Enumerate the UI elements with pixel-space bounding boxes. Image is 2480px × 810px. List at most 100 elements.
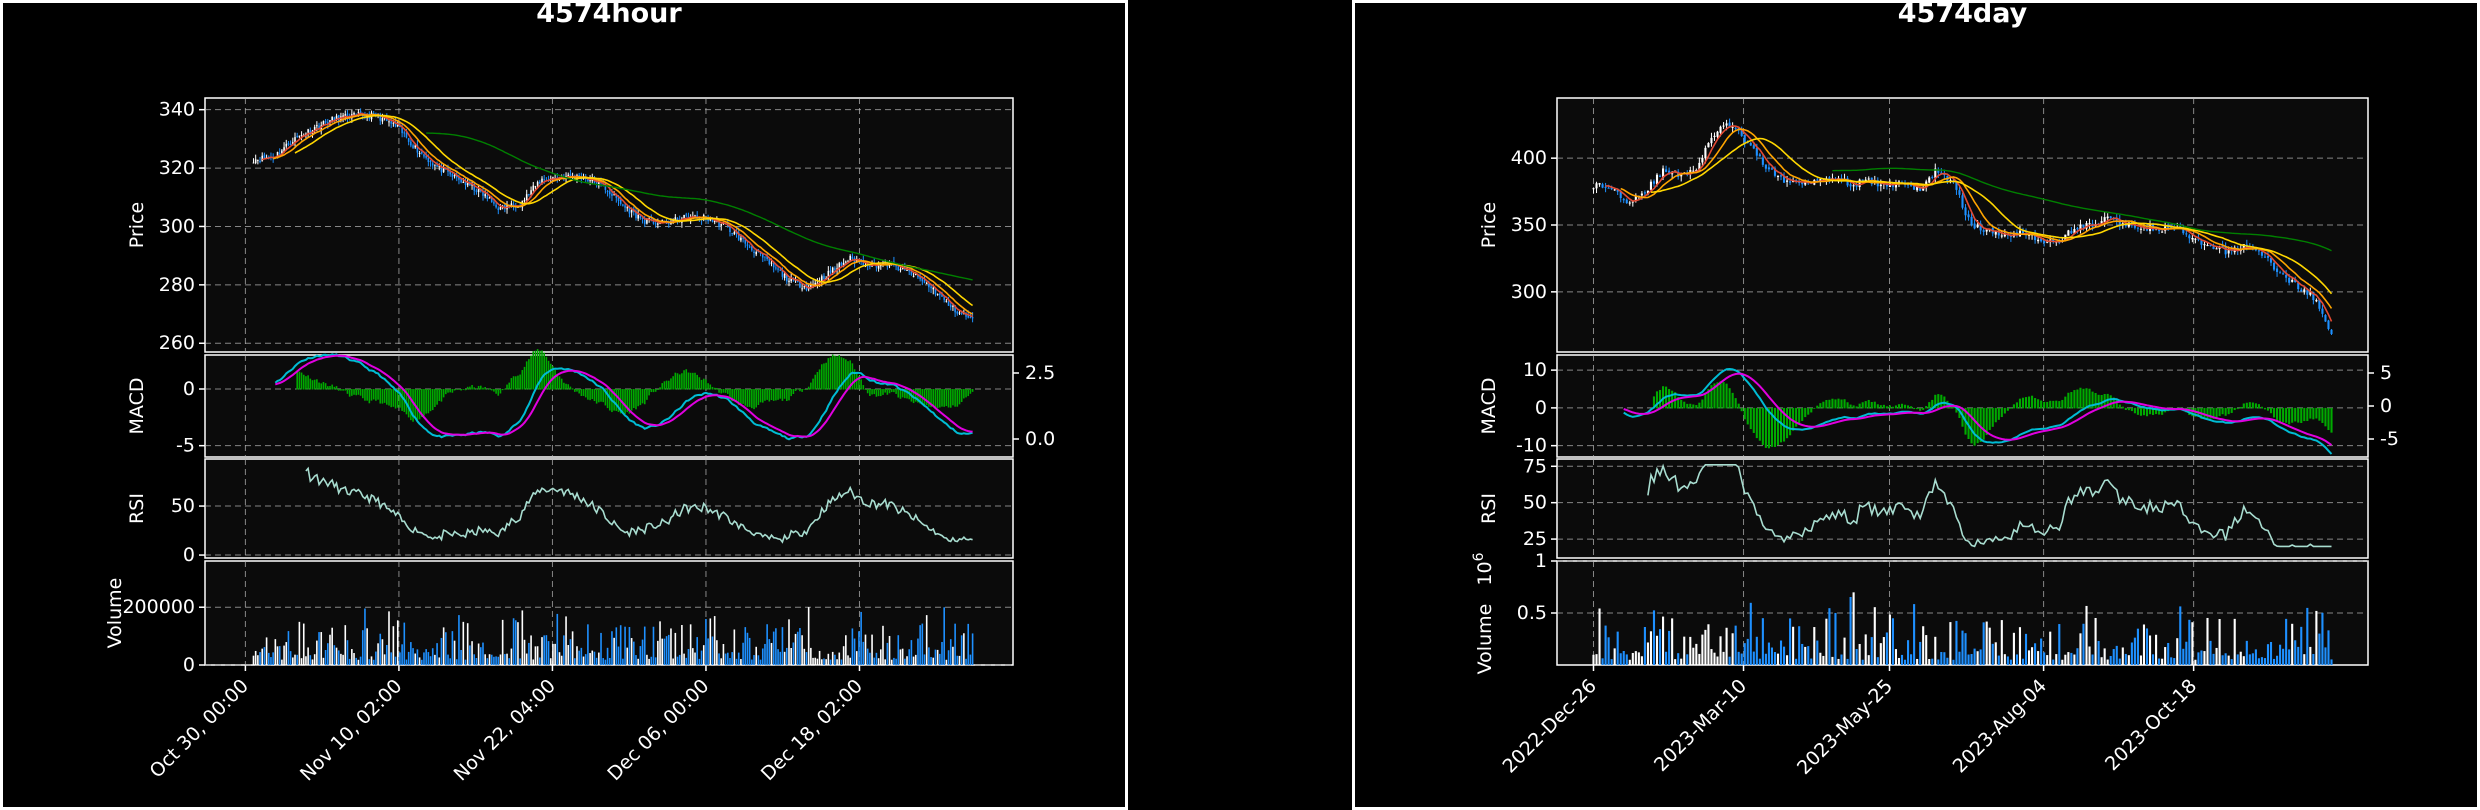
volume-bar [628,627,631,665]
volume-bar [2194,659,2197,665]
volume-bar [364,608,366,665]
volume-bar [1637,652,1640,665]
volume-bar [2324,647,2327,665]
candle-body [2224,246,2227,255]
candle-body [939,293,941,296]
macd-histogram-bar [971,389,974,392]
volume-bar [556,613,559,665]
moving-average-line [1620,128,2333,309]
macd-histogram-bar [368,389,371,404]
volume-bar [2188,619,2191,665]
macd-histogram-bar [654,389,657,392]
volume-bar [267,652,270,665]
macd-histogram-bar [1867,399,1870,409]
candle-body [781,270,784,277]
macd-histogram-bar [897,389,900,398]
macd-histogram-bar [958,389,961,405]
volume-bar [514,620,517,665]
candle-body [1752,145,1755,149]
candle-body [2082,224,2085,228]
macd-histogram-bar [674,372,677,390]
macd-histogram-bar [2206,407,2209,419]
volume-bar [825,659,827,665]
candle-body [510,203,513,207]
macd-histogram-bar [1828,399,1831,409]
macd-histogram-bar [646,389,648,400]
volume-tick-label: 1 [1535,550,1547,572]
volume-bar [512,618,515,665]
volume-bar [528,642,530,665]
volume-bar [718,653,720,665]
volume-bar [617,646,620,665]
candle-body [486,195,489,200]
macd-histogram-bar [941,389,943,407]
macd-histogram-bar [1816,405,1819,409]
candle-body [694,215,696,217]
volume-bar [733,629,736,665]
macd-histogram-bar [1834,399,1837,409]
macd-histogram-bar [1749,407,1752,430]
volume-bar [2109,655,2112,665]
macd-tick-label: 0 [1535,397,1547,419]
volume-bar [949,639,952,665]
volume-bar [910,640,913,665]
volume-bar [372,659,375,665]
volume-bar [2082,623,2085,665]
macd-histogram-bar [300,372,303,390]
candle-body [759,252,762,254]
macd-histogram-bar [1801,407,1804,422]
volume-bar [657,640,659,665]
candle-body [788,280,790,283]
macd-histogram-bar [427,389,430,414]
macd-histogram-bar [1861,402,1864,409]
volume-bar [326,643,329,665]
macd-histogram-bar [571,388,574,390]
volume-bar [1997,655,2000,665]
left-chart-frame [0,0,1128,810]
candle-body [543,179,545,181]
candle-body [1961,195,1964,208]
volume-bar [324,649,327,665]
volume-bar [1831,656,1834,665]
candle-body [2221,245,2224,248]
macd-histogram-bar [906,389,908,399]
candle-body [528,194,530,196]
macd-histogram-bar [2052,400,2055,409]
macd-histogram-bar [508,382,511,390]
macd-histogram-bar [755,389,758,408]
candle-body [2257,250,2260,252]
volume-bar [742,642,744,665]
volume-bar [259,652,261,665]
volume-bar [2055,654,2058,665]
volume-bar [2224,653,2227,665]
macd-histogram-bar [954,389,956,407]
volume-bar [779,651,782,665]
volume-bar [818,650,821,665]
macd-histogram-bar [530,355,532,390]
candle-body [2027,234,2031,236]
macd-histogram-bar [606,389,609,409]
candle-body [2133,223,2136,228]
macd-axis-label: MACD [1478,378,1500,435]
macd-histogram-bar [751,389,753,409]
macd-histogram-bar [2070,392,2073,409]
macd-histogram-bar [480,385,482,390]
macd-histogram-bar [1985,407,1988,436]
volume-bar [954,623,956,665]
macd-histogram-bar [573,389,576,392]
macd-histogram-bar [399,389,401,408]
volume-bar [300,658,303,665]
macd-histogram-bar [1849,404,1852,409]
volume-bar [381,639,384,665]
candle-body [1804,181,1807,185]
volume-bar [1804,646,1807,665]
volume-bar [770,642,773,665]
macd-histogram-bar [803,389,806,390]
candle-body [436,165,438,167]
volume-bar [2061,659,2064,665]
volume-bar [766,624,768,665]
candle-body [1955,181,1958,190]
candle-body [412,145,414,148]
candle-body [2037,239,2040,242]
candle-body [2291,279,2294,282]
